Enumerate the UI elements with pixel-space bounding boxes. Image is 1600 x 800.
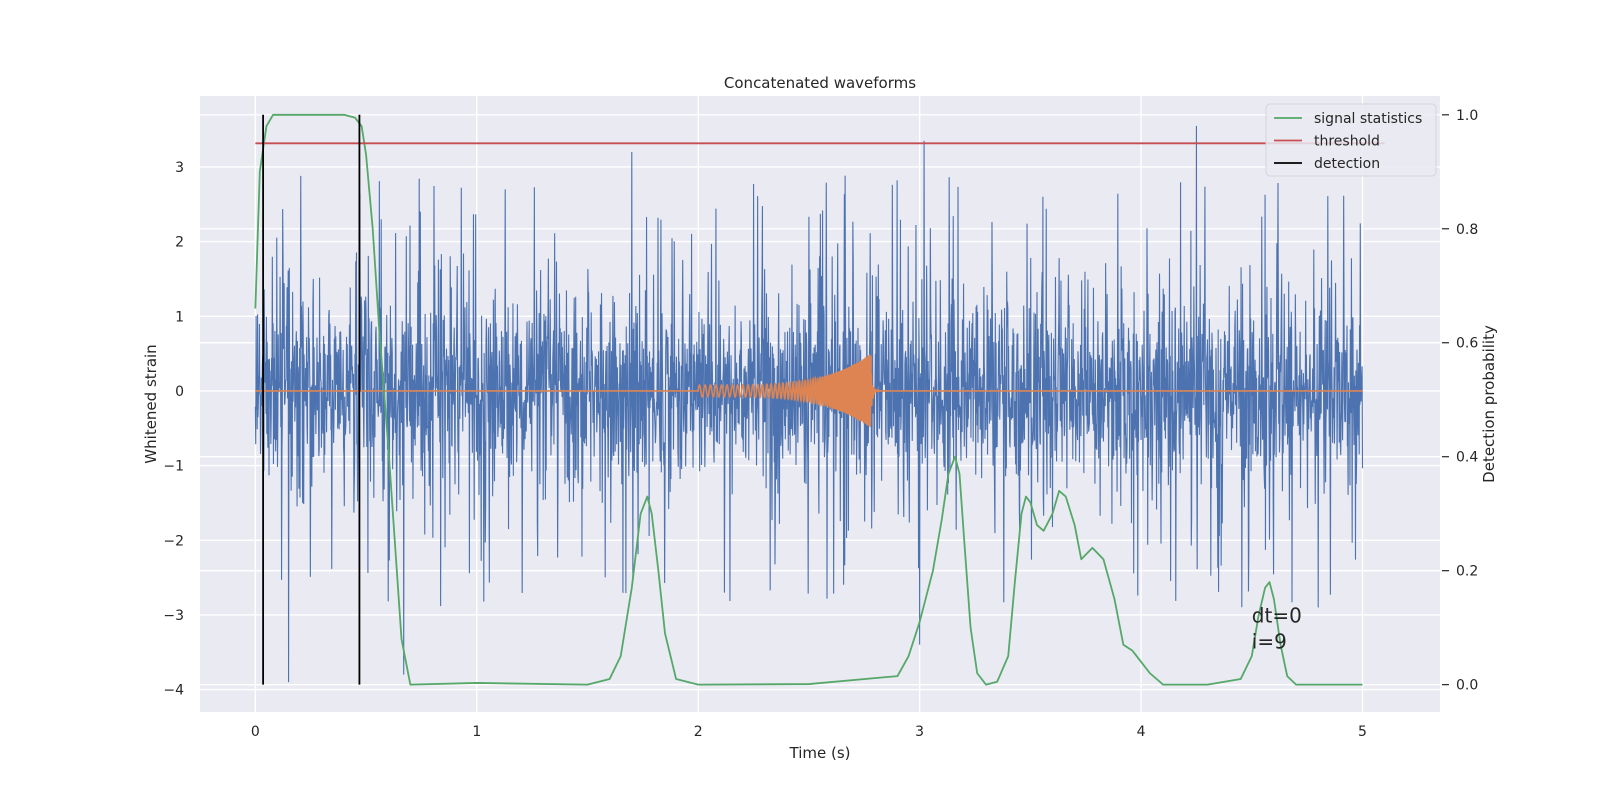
x-tick-label: 4 bbox=[1137, 724, 1146, 740]
x-tick-label: 2 bbox=[694, 724, 703, 740]
chart-title: Concatenated waveforms bbox=[724, 74, 916, 92]
y2-tick-label: 1.0 bbox=[1456, 108, 1478, 124]
ticks-layer: 0 1 2 3 4 5 −4 −3 −2 −1 0 1 2 3 0.0 0.2 0.4 0.6 0.8 1.0 bbox=[163, 108, 1478, 740]
y2-tick-label: 0.8 bbox=[1456, 222, 1478, 238]
legend: signal statistics threshold detection bbox=[1265, 103, 1437, 177]
legend-label: signal statistics bbox=[1314, 111, 1422, 127]
y-tick-label: 2 bbox=[175, 235, 184, 251]
y-axis-label: Whitened strain bbox=[142, 344, 160, 463]
y2-axis-label: Detection probability bbox=[1480, 325, 1498, 483]
legend-label: threshold bbox=[1314, 134, 1380, 150]
strain-series bbox=[254, 125, 1364, 683]
y2-tick-label: 0.2 bbox=[1456, 564, 1478, 580]
legend-label: detection bbox=[1314, 156, 1380, 172]
annotation-text: dt=0 bbox=[1252, 603, 1302, 627]
y-tick-label: −4 bbox=[163, 683, 184, 699]
y2-tick-label: 0.4 bbox=[1456, 450, 1478, 466]
annotations: dt=0 i=9 bbox=[1252, 603, 1302, 653]
signal-statistics-line bbox=[254, 113, 1363, 686]
x-tick-label: 3 bbox=[915, 724, 924, 740]
x-axis-label: Time (s) bbox=[789, 744, 851, 762]
y-tick-label: −1 bbox=[163, 459, 184, 475]
y-tick-label: 0 bbox=[175, 384, 184, 400]
annotation-text: i=9 bbox=[1252, 630, 1287, 654]
y-tick-label: 1 bbox=[175, 309, 184, 325]
y-tick-label: −3 bbox=[163, 608, 184, 624]
legend-box bbox=[1265, 103, 1437, 177]
y2-tick-label: 0.0 bbox=[1456, 678, 1478, 694]
injection-series bbox=[255, 354, 1363, 428]
x-tick-label: 1 bbox=[472, 724, 481, 740]
y-tick-label: −2 bbox=[163, 533, 184, 549]
series-layer bbox=[254, 113, 1385, 686]
y-tick-label: 3 bbox=[175, 160, 184, 176]
y2-tick-label: 0.6 bbox=[1456, 336, 1478, 352]
x-tick-label: 5 bbox=[1358, 724, 1367, 740]
x-tick-label: 0 bbox=[251, 724, 260, 740]
